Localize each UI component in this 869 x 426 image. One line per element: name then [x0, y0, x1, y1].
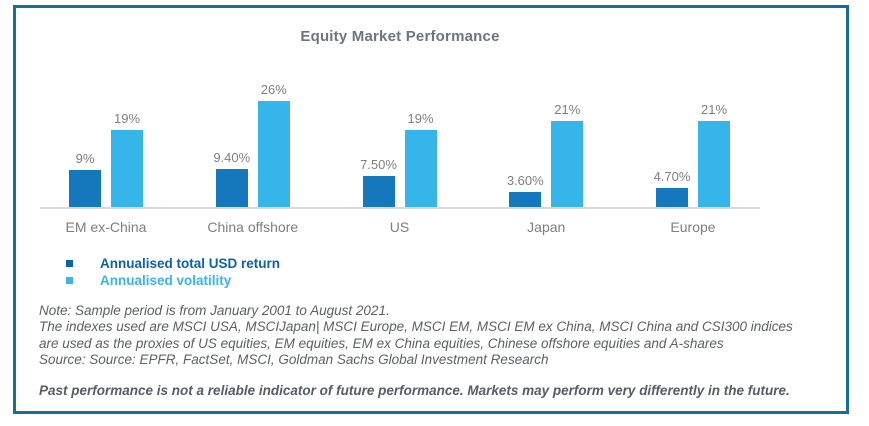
return-bar	[362, 176, 395, 207]
volatility-bar	[111, 130, 143, 207]
bar-group: 9.40% 26%	[213, 82, 290, 207]
return-bar	[215, 169, 248, 207]
legend-label-return: Annualised total USD return	[100, 256, 281, 271]
bar-value-label: 19%	[407, 111, 434, 126]
volatility-bar-column: 19%	[111, 111, 143, 207]
chart-frame: Equity Market Performance 9% 19% 9.40% 26% 7…	[13, 5, 849, 414]
legend-item-return: Annualised total USD return	[66, 255, 846, 272]
bar-value-label: 3.60%	[506, 173, 544, 188]
return-bar	[656, 188, 688, 207]
bar-value-label: 9%	[75, 151, 95, 166]
note-line-source: Source: Source: EPFR, FactSet, MSCI, Gol…	[39, 352, 549, 368]
category-label: EM ex-China	[65, 219, 147, 235]
chart-title: Equity Market Performance	[300, 28, 500, 45]
bar-group: 9% 19%	[69, 111, 143, 207]
disclaimer-text: Past performance is not a reliable indic…	[39, 382, 790, 398]
note-line-proxies: are used as the proxies of US equities, …	[39, 335, 724, 351]
bar-value-label: 21%	[700, 102, 728, 117]
volatility-bar	[551, 121, 584, 207]
bar-value-label: 7.50%	[360, 157, 397, 172]
volatility-bar-column: 21%	[551, 102, 584, 207]
bar-group: 7.50% 19%	[360, 111, 437, 207]
legend-label-volatility: Annualised volatility	[100, 273, 232, 288]
category-label: US	[389, 219, 410, 235]
note-line-sample-period: Note: Sample period is from January 2001…	[39, 303, 390, 318]
legend-item-volatility: Annualised volatility	[66, 272, 846, 289]
bar-value-label: 9.40%	[213, 150, 251, 165]
volatility-bar	[257, 101, 290, 207]
legend-swatch-return-icon	[66, 260, 73, 267]
category-label: Europe	[670, 219, 716, 235]
return-bar-column: 7.50%	[360, 157, 397, 207]
volatility-bar	[404, 130, 437, 207]
legend: Annualised total USD return Annualised v…	[66, 255, 846, 289]
return-bar	[69, 170, 101, 207]
return-bar-column: 9.40%	[213, 150, 251, 207]
category-label: Japan	[527, 219, 566, 235]
chart-area: Equity Market Performance 9% 19% 9.40% 26% 7…	[40, 28, 760, 235]
bar-value-label: 21%	[554, 102, 581, 117]
return-bar	[509, 192, 542, 207]
return-bar-column: 3.60%	[506, 173, 544, 207]
bar-value-label: 19%	[113, 111, 141, 126]
volatility-bar	[698, 121, 730, 207]
bar-group: 4.70% 21%	[653, 102, 730, 207]
return-bar-column: 9%	[69, 151, 101, 207]
bar-value-label: 4.70%	[653, 169, 691, 184]
note-line-indexes: The indexes used are MSCI USA, MSCIJapan…	[39, 319, 793, 335]
notes-block: Note: Sample period is from January 2001…	[39, 303, 846, 369]
category-axis: EM ex-China China offshore US Japan Europe	[40, 219, 760, 235]
return-bar-column: 4.70%	[653, 169, 691, 207]
volatility-bar-column: 26%	[257, 82, 290, 207]
volatility-bar-column: 19%	[404, 111, 437, 207]
category-label: China offshore	[207, 219, 299, 235]
bar-value-label: 26%	[260, 82, 287, 97]
bar-group: 3.60% 21%	[506, 102, 584, 207]
volatility-bar-column: 21%	[698, 102, 730, 207]
plot-area: 9% 19% 9.40% 26% 7.50% 19% 3.60% 21% 4.70% 21%	[40, 81, 760, 209]
legend-swatch-volatility-icon	[66, 277, 73, 284]
